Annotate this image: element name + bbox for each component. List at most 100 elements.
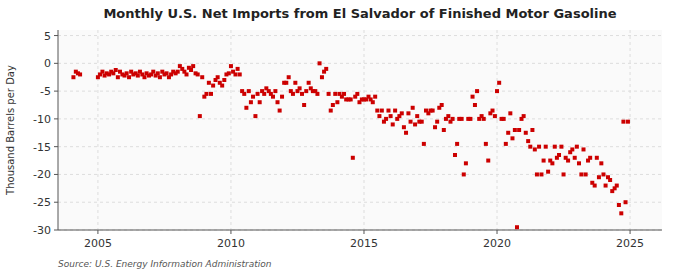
point bbox=[460, 117, 464, 121]
point bbox=[185, 72, 189, 76]
point bbox=[473, 103, 477, 107]
point bbox=[608, 178, 612, 182]
point bbox=[440, 103, 444, 107]
point bbox=[559, 145, 563, 149]
point bbox=[386, 109, 390, 113]
point bbox=[582, 147, 586, 151]
point bbox=[324, 67, 328, 71]
point bbox=[198, 114, 202, 118]
point bbox=[389, 114, 393, 118]
y-tick bbox=[54, 91, 58, 92]
x-tick-label: 2010 bbox=[217, 237, 245, 250]
y-axis-line bbox=[58, 30, 59, 230]
point bbox=[222, 78, 226, 82]
point bbox=[242, 92, 246, 96]
point bbox=[510, 136, 514, 140]
grid-line-y bbox=[58, 91, 662, 92]
y-tick bbox=[54, 63, 58, 64]
point bbox=[524, 131, 528, 135]
point bbox=[593, 184, 597, 188]
point bbox=[517, 128, 521, 132]
point bbox=[451, 117, 455, 121]
point bbox=[579, 172, 583, 176]
y-tick-label: -30 bbox=[33, 224, 51, 237]
point bbox=[253, 114, 257, 118]
point bbox=[621, 120, 625, 124]
grid-line-y bbox=[58, 63, 662, 64]
point bbox=[158, 75, 162, 79]
point bbox=[599, 161, 603, 165]
point bbox=[475, 89, 479, 93]
point bbox=[391, 122, 395, 126]
x-tick bbox=[230, 230, 231, 234]
point bbox=[342, 92, 346, 96]
point bbox=[127, 75, 131, 79]
point bbox=[373, 95, 377, 99]
point bbox=[78, 72, 82, 76]
y-tick bbox=[54, 202, 58, 203]
point bbox=[597, 175, 601, 179]
grid-line-y bbox=[58, 35, 662, 36]
point bbox=[176, 70, 180, 74]
point bbox=[156, 71, 160, 75]
point bbox=[544, 145, 548, 149]
point bbox=[502, 117, 506, 121]
point bbox=[484, 142, 488, 146]
point bbox=[402, 125, 406, 129]
point bbox=[570, 147, 574, 151]
point bbox=[273, 89, 277, 93]
point bbox=[550, 161, 554, 165]
point bbox=[577, 161, 581, 165]
point bbox=[493, 114, 497, 118]
point bbox=[453, 153, 457, 157]
x-tick bbox=[97, 230, 98, 234]
point bbox=[211, 84, 215, 88]
point bbox=[626, 120, 630, 124]
point bbox=[584, 172, 588, 176]
grid-line-y bbox=[58, 202, 662, 203]
x-tick bbox=[630, 230, 631, 234]
x-tick-label: 2025 bbox=[616, 237, 644, 250]
point bbox=[276, 100, 280, 104]
point bbox=[200, 75, 204, 79]
y-tick-label: 5 bbox=[44, 30, 51, 43]
point bbox=[615, 184, 619, 188]
point bbox=[300, 92, 304, 96]
x-axis-line bbox=[58, 230, 662, 231]
point bbox=[504, 142, 508, 146]
y-tick bbox=[54, 35, 58, 36]
point bbox=[125, 71, 129, 75]
point bbox=[293, 81, 297, 85]
point bbox=[384, 117, 388, 121]
point bbox=[462, 172, 466, 176]
point bbox=[601, 172, 605, 176]
point bbox=[617, 203, 621, 207]
point bbox=[400, 111, 404, 115]
point bbox=[542, 159, 546, 163]
point bbox=[588, 156, 592, 160]
point bbox=[355, 92, 359, 96]
point bbox=[573, 156, 577, 160]
point bbox=[435, 120, 439, 124]
point bbox=[506, 131, 510, 135]
point bbox=[422, 142, 426, 146]
point bbox=[404, 131, 408, 135]
grid-line-y bbox=[58, 146, 662, 147]
point bbox=[191, 64, 195, 68]
point bbox=[151, 70, 155, 74]
point bbox=[204, 92, 208, 96]
point bbox=[256, 92, 260, 96]
point bbox=[557, 153, 561, 157]
point bbox=[333, 92, 337, 96]
point bbox=[420, 120, 424, 124]
point bbox=[249, 100, 253, 104]
point bbox=[495, 89, 499, 93]
point bbox=[229, 64, 233, 68]
point bbox=[238, 72, 242, 76]
point bbox=[522, 114, 526, 118]
point bbox=[515, 225, 519, 229]
y-tick bbox=[54, 146, 58, 147]
point bbox=[114, 68, 118, 72]
x-tick bbox=[497, 230, 498, 234]
x-tick-label: 2020 bbox=[483, 237, 511, 250]
